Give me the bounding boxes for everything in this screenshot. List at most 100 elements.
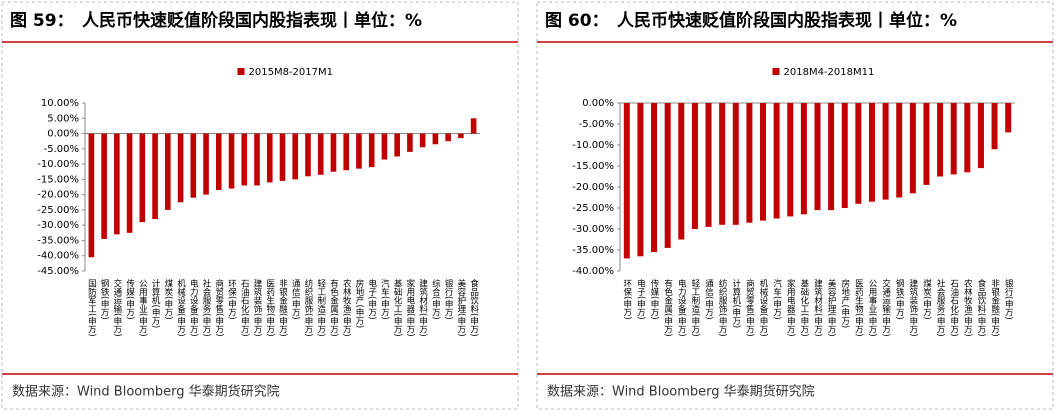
bar bbox=[868, 103, 875, 202]
bar bbox=[292, 133, 299, 180]
bar bbox=[637, 103, 644, 257]
bar bbox=[330, 133, 337, 172]
x-tick-label: 通信(申万) bbox=[290, 278, 300, 319]
x-tick-label: 汽车(申万) bbox=[379, 278, 389, 319]
bar bbox=[432, 133, 439, 145]
x-tick-label: 建筑材料(申万) bbox=[813, 278, 823, 336]
bar bbox=[126, 133, 133, 233]
bar bbox=[841, 103, 848, 208]
bar bbox=[882, 103, 889, 200]
bar bbox=[800, 103, 807, 215]
y-tick-label: -25.00% bbox=[37, 205, 79, 216]
x-tick-label: 食品饮料(申万) bbox=[976, 278, 986, 336]
x-tick-label: 煤炭(申万) bbox=[163, 278, 173, 319]
y-tick-label: -25.00% bbox=[572, 203, 614, 214]
y-tick-label: -10.00% bbox=[37, 159, 79, 170]
x-tick-label: 电力设备(申万) bbox=[188, 278, 198, 336]
x-tick-label: 农林牧渔(申万) bbox=[962, 278, 972, 336]
bar bbox=[977, 103, 984, 169]
x-tick-label: 基础化工(申万) bbox=[392, 278, 402, 336]
bar bbox=[177, 133, 184, 203]
bar bbox=[203, 133, 209, 195]
bar bbox=[719, 103, 726, 225]
x-tick-label: 商贸零售(申万) bbox=[744, 278, 754, 336]
x-tick-label: 环保(申万) bbox=[622, 279, 632, 320]
bar bbox=[165, 133, 171, 210]
figure-label: 图 60： bbox=[545, 11, 609, 31]
x-tick-label: 汽车(申万) bbox=[772, 278, 782, 319]
bar bbox=[101, 133, 107, 239]
bar bbox=[279, 133, 286, 181]
x-tick-label: 商贸零售(申万) bbox=[214, 278, 224, 336]
x-tick-label: 交通运输(申万) bbox=[112, 278, 122, 336]
bar bbox=[896, 103, 903, 198]
bar bbox=[1005, 103, 1012, 133]
y-tick-label: -35.00% bbox=[572, 245, 614, 256]
panel-frame bbox=[536, 1, 1054, 410]
x-tick-label: 通信(申万) bbox=[704, 278, 714, 319]
x-tick-label: 计算机(申万) bbox=[731, 278, 741, 328]
x-tick-label: 美容护理(申万) bbox=[456, 278, 466, 336]
x-tick-label: 钢铁(申万) bbox=[894, 278, 904, 319]
bar bbox=[787, 103, 794, 217]
bar bbox=[228, 133, 235, 189]
x-tick-label: 医药生物(申万) bbox=[853, 279, 863, 337]
source-note: 数据来源：Wind Bloomberg 华泰期货研究院 bbox=[547, 384, 815, 400]
bar bbox=[139, 133, 146, 223]
x-tick-label: 轻工制造(申万) bbox=[316, 278, 326, 336]
bar bbox=[445, 133, 451, 142]
y-tick-label: -30.00% bbox=[37, 220, 79, 231]
x-tick-label: 家用电器(申万) bbox=[405, 278, 415, 336]
bar bbox=[88, 133, 95, 258]
y-tick-label: -20.00% bbox=[572, 182, 614, 193]
x-tick-label: 社会服务(申万) bbox=[201, 278, 211, 336]
y-tick-label: 0.00% bbox=[582, 98, 614, 109]
x-tick-label: 建筑材料(申万) bbox=[418, 278, 428, 336]
y-tick-label: -40.00% bbox=[572, 266, 614, 277]
y-tick-label: -10.00% bbox=[572, 140, 614, 151]
x-tick-label: 社会服务(申万) bbox=[935, 278, 945, 336]
bar bbox=[950, 103, 957, 175]
x-tick-label: 基础化工(申万) bbox=[799, 278, 809, 336]
x-tick-label: 电子(申万) bbox=[635, 278, 645, 319]
y-tick-label: -45.00% bbox=[37, 266, 79, 277]
bar bbox=[381, 133, 388, 160]
bar bbox=[419, 133, 426, 148]
bar bbox=[152, 133, 158, 220]
x-tick-label: 纺织服饰(申万) bbox=[717, 278, 727, 336]
panel-frame bbox=[1, 1, 519, 410]
x-tick-label: 建筑装饰(申万) bbox=[252, 278, 262, 336]
x-tick-label: 房地产(申万) bbox=[354, 278, 364, 328]
x-tick-label: 电力设备(申万) bbox=[676, 278, 686, 336]
x-tick-label: 钢铁(申万) bbox=[99, 278, 109, 319]
bar bbox=[470, 118, 477, 134]
legend-label: 2018M4-2018M11 bbox=[784, 67, 875, 78]
x-tick-label: 家用电器(申万) bbox=[785, 278, 795, 336]
bar bbox=[814, 103, 821, 211]
bar bbox=[732, 103, 739, 225]
y-tick-label: -35.00% bbox=[37, 235, 79, 246]
x-tick-label: 公用事业(申万) bbox=[867, 279, 877, 337]
x-tick-label: 非银金融(申万) bbox=[990, 278, 1000, 336]
bar bbox=[937, 103, 944, 177]
bar bbox=[760, 103, 767, 221]
bar bbox=[678, 103, 685, 240]
bar bbox=[651, 103, 658, 253]
x-tick-label: 轻工制造(申万) bbox=[690, 278, 700, 336]
x-tick-label: 国防军工(申万) bbox=[86, 279, 96, 337]
x-tick-label: 公用事业(申万) bbox=[137, 279, 147, 337]
x-tick-label: 银行(申万) bbox=[1003, 278, 1013, 319]
bar bbox=[664, 103, 671, 248]
bar bbox=[909, 103, 916, 194]
bar bbox=[705, 103, 712, 227]
x-tick-label: 计算机(申万) bbox=[150, 278, 160, 328]
y-tick-label: 10.00% bbox=[41, 98, 79, 109]
y-tick-label: 5.00% bbox=[47, 113, 79, 124]
x-tick-label: 传媒(申万) bbox=[649, 278, 659, 319]
x-tick-label: 房地产(申万) bbox=[840, 278, 850, 328]
legend-label: 2015M8-2017M1 bbox=[249, 67, 334, 78]
x-tick-label: 有色金属(申万) bbox=[663, 278, 673, 336]
x-tick-label: 传媒(申万) bbox=[125, 278, 135, 319]
bar bbox=[368, 133, 375, 168]
